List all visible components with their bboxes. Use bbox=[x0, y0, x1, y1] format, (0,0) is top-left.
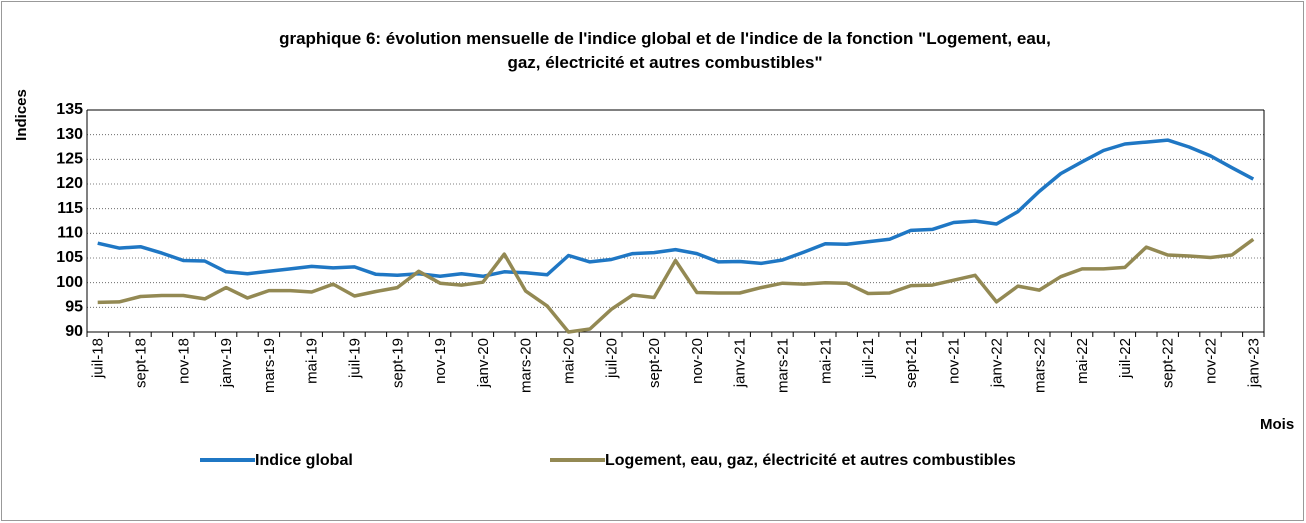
y-tick-label: 105 bbox=[56, 249, 83, 266]
series-line bbox=[97, 237, 1255, 334]
x-tick-label: sept-18 bbox=[133, 338, 150, 388]
x-tick-label: janv-20 bbox=[475, 338, 492, 388]
x-tick-label: mars-21 bbox=[775, 338, 792, 393]
x-tick-label: janv-21 bbox=[732, 338, 749, 388]
y-axis-label: Indices bbox=[13, 89, 30, 141]
y-tick-label: 135 bbox=[56, 101, 83, 118]
x-tick-label: sept-21 bbox=[903, 338, 920, 388]
x-tick-label: mars-19 bbox=[261, 338, 278, 393]
x-tick-label: nov-21 bbox=[946, 338, 963, 384]
x-tick-label: mars-20 bbox=[518, 338, 535, 393]
x-tick-label: sept-22 bbox=[1160, 338, 1177, 388]
x-tick-label: janv-19 bbox=[218, 338, 235, 388]
x-tick-label: sept-19 bbox=[389, 338, 406, 388]
x-tick-label: juil-21 bbox=[860, 338, 877, 379]
series-line bbox=[97, 138, 1255, 279]
x-tick-label: nov-20 bbox=[689, 338, 706, 384]
y-tick-label: 125 bbox=[56, 151, 83, 168]
title-line: gaz, électricité et autres combustibles" bbox=[507, 53, 822, 72]
y-tick-label: 100 bbox=[56, 274, 83, 291]
x-tick-label: janv-22 bbox=[989, 338, 1006, 388]
x-tick-label: mai-21 bbox=[817, 338, 834, 384]
x-tick-label: nov-22 bbox=[1203, 338, 1220, 384]
y-tick-label: 115 bbox=[57, 200, 83, 217]
title-line: graphique 6: évolution mensuelle de l'in… bbox=[279, 29, 1051, 48]
legend-label: Logement, eau, gaz, électricité et autre… bbox=[605, 452, 1016, 469]
x-tick-label: janv-23 bbox=[1245, 338, 1262, 388]
y-tick-label: 120 bbox=[56, 175, 83, 192]
y-tick-label: 95 bbox=[65, 299, 83, 316]
x-tick-label: nov-18 bbox=[175, 338, 192, 384]
x-tick-label: nov-19 bbox=[432, 338, 449, 384]
x-tick-label: mars-22 bbox=[1031, 338, 1048, 393]
x-tick-label: mai-22 bbox=[1074, 338, 1091, 384]
x-tick-label: sept-20 bbox=[646, 338, 663, 388]
x-tick-label: juil-19 bbox=[347, 338, 364, 379]
y-tick-label: 90 bbox=[65, 323, 83, 340]
y-tick-label: 130 bbox=[56, 126, 83, 143]
x-tick-label: juil-18 bbox=[90, 338, 107, 379]
x-tick-label: juil-20 bbox=[603, 338, 620, 379]
chart-title: graphique 6: évolution mensuelle de l'in… bbox=[279, 29, 1051, 72]
y-tick-label: 110 bbox=[57, 225, 83, 242]
x-axis-label: Mois bbox=[1260, 416, 1294, 433]
legend-label: Indice global bbox=[255, 452, 353, 469]
x-tick-label: mai-19 bbox=[304, 338, 321, 384]
x-tick-label: juil-22 bbox=[1117, 338, 1134, 379]
x-tick-label: mai-20 bbox=[561, 338, 578, 384]
